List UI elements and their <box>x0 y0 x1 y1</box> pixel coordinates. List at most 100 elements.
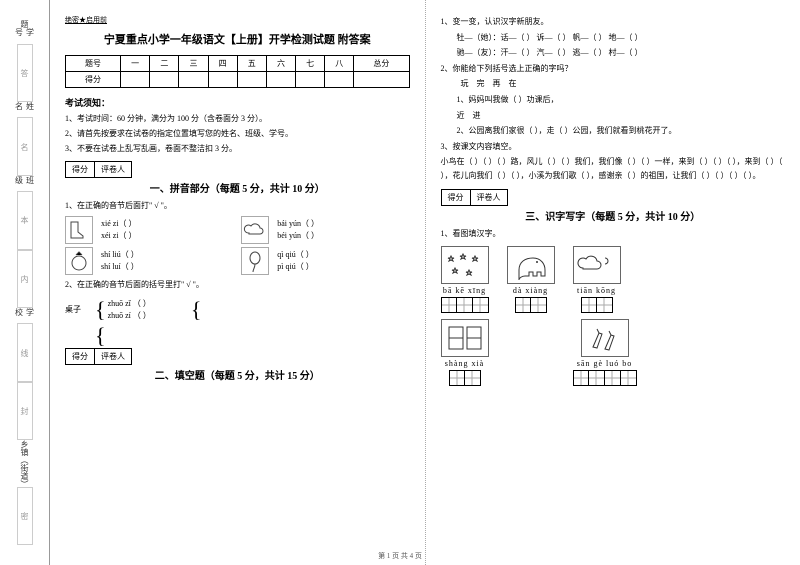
scorebox: 得分 评卷人 <box>441 189 786 206</box>
char-grid[interactable] <box>449 370 481 386</box>
margin-label: 班级 <box>14 176 36 192</box>
score-cell: 得分 <box>65 348 95 365</box>
th: 五 <box>237 56 266 72</box>
char-grid[interactable] <box>573 370 637 386</box>
pinyin-option: shí luí（ ） <box>101 261 233 273</box>
margin-box: 答 <box>17 44 33 102</box>
pinyin-option: shí liú（ ） <box>101 249 233 261</box>
margin-label: 学校 <box>14 308 36 324</box>
td[interactable] <box>179 72 208 88</box>
balloon-icon <box>241 247 269 275</box>
scorebox: 得分 评卷人 <box>65 161 410 178</box>
pinyin-option: xié zi（ ） <box>101 218 233 230</box>
carrot-icon <box>581 319 629 357</box>
margin-box: 线 <box>17 323 33 381</box>
brace-option: zhuō zǐ （ ） <box>108 298 151 310</box>
pinyin-option: qì qiú（ ） <box>277 249 409 261</box>
char-options: 玩 完 再 在 <box>441 77 786 91</box>
brace-icon: { <box>191 304 202 316</box>
margin-label: 姓名 <box>14 102 36 118</box>
page-footer: 第 1 页 共 4 页 <box>0 551 800 561</box>
margin-box: 密 <box>17 487 33 545</box>
score-cell: 得分 <box>441 189 471 206</box>
char-pinyin: bā kē xīng <box>443 286 486 295</box>
updown-icon <box>441 319 489 357</box>
table-row: 题号 一 二 三 四 五 六 七 八 总分 <box>66 56 410 72</box>
margin-box: 本 <box>17 191 33 249</box>
char-item: shàng xià <box>441 319 489 386</box>
char-pinyin: sān gè luó bo <box>577 359 632 368</box>
td[interactable] <box>325 72 354 88</box>
page-content: 绝密★启用前 宁夏重点小学一年级语文【上册】开学检测试题 附答案 题号 一 二 … <box>50 0 800 565</box>
section-title: 三、识字写字（每题 5 分，共计 10 分） <box>441 208 786 223</box>
score-table: 题号 一 二 三 四 五 六 七 八 总分 得分 <box>65 55 410 88</box>
margin-box: 名 <box>17 117 33 175</box>
notice-line: 2、请首先按要求在试卷的指定位置填写您的姓名、班级、学号。 <box>65 128 410 141</box>
question-line: 3、按课文内容填空。 <box>441 140 786 154</box>
pomegranate-icon <box>65 247 93 275</box>
scorebox: 得分 评卷人 <box>65 348 410 365</box>
fill-line: 牡—（她）：话—（ ） 诉—（ ） 帆—（ ） 地—（ ） <box>441 31 786 45</box>
th: 七 <box>296 56 325 72</box>
th: 八 <box>325 56 354 72</box>
char-item: tiān kōng <box>573 246 621 313</box>
table-row: 得分 <box>66 72 410 88</box>
brace-group: 桌子 { zhuō zǐ （ ） zhuō zí （ ） <box>65 298 151 322</box>
pinyin-row: xié zi（ ） xéi zi（ ） bái yún（ ） béi yún（ … <box>65 216 410 244</box>
td[interactable] <box>208 72 237 88</box>
td[interactable] <box>266 72 295 88</box>
td[interactable] <box>150 72 179 88</box>
char-pinyin: dà xiàng <box>513 286 548 295</box>
column-right: 1、变一变，认识汉字新朋友。 牡—（她）：话—（ ） 诉—（ ） 帆—（ ） 地… <box>426 0 800 565</box>
char-pinyin: tiān kōng <box>577 286 616 295</box>
td[interactable] <box>237 72 266 88</box>
stars-icon <box>441 246 489 284</box>
char-row: bā kē xīng dà xiàng tiān kōng <box>441 246 786 313</box>
char-grid[interactable] <box>515 297 547 313</box>
margin-label: 学号 <box>14 28 36 44</box>
section-title: 一、拼音部分（每题 5 分，共计 10 分） <box>65 180 410 195</box>
question-line: 1、看图填汉字。 <box>441 227 786 241</box>
notice-line: 1、考试时间：60 分钟，满分为 100 分（含卷面分 3 分）。 <box>65 113 410 126</box>
td[interactable] <box>354 72 409 88</box>
margin-label: 乡镇（街道） <box>19 440 30 487</box>
char-grid[interactable] <box>441 297 489 313</box>
pinyin-option: bái yún（ ） <box>277 218 409 230</box>
pinyin-option: béi yún（ ） <box>277 230 409 242</box>
char-pinyin: shàng xià <box>445 359 484 368</box>
char-row: shàng xià . sān gè luó bo <box>441 319 786 386</box>
td[interactable] <box>296 72 325 88</box>
brace-group: { <box>161 298 204 322</box>
char-item: sān gè luó bo <box>573 319 637 386</box>
sky-icon <box>573 246 621 284</box>
th: 二 <box>150 56 179 72</box>
score-cell: 评卷人 <box>471 189 508 206</box>
fill-line: 2、公园离我们家很（ ），走（ ）公园，我们就看到桃花开了。 <box>441 124 786 138</box>
paragraph: 小鸟在（ ）（ ）（ ）路，风儿（ ）（ ）我们，我们像（ ）（ ）一样，来到（… <box>441 155 786 182</box>
score-cell: 评卷人 <box>95 161 132 178</box>
th: 六 <box>266 56 295 72</box>
th: 题号 <box>66 56 121 72</box>
page-title: 宁夏重点小学一年级语文【上册】开学检测试题 附答案 <box>65 31 410 47</box>
question-line: 2、在正确的音节后面的括号里打" √ "。 <box>65 278 410 292</box>
th: 总分 <box>354 56 409 72</box>
char-item: bā kē xīng <box>441 246 489 313</box>
secret-label: 绝密★启用前 <box>65 15 410 25</box>
brace-icon: { <box>95 304 106 316</box>
brace-group: { <box>65 330 410 342</box>
section-title: 二、填空题（每题 5 分，共计 15 分） <box>65 367 410 382</box>
td: 得分 <box>66 72 121 88</box>
notice-line: 3、不要在试卷上乱写乱画，卷面不整洁扣 3 分。 <box>65 143 410 156</box>
notice-heading: 考试须知： <box>65 96 410 109</box>
char-grid[interactable] <box>581 297 613 313</box>
pinyin-row: shí liú（ ） shí luí（ ） qì qiú（ ） pì qiú（ … <box>65 247 410 275</box>
brace-option: zhuō zí （ ） <box>108 310 151 322</box>
score-cell: 得分 <box>65 161 95 178</box>
char-item: dà xiàng <box>507 246 555 313</box>
fill-line: 驰—（友）：汗—（ ） 汽—（ ） 逃—（ ） 村—（ ） <box>441 46 786 60</box>
question-line: 1、在正确的音节后面打" √ "。 <box>65 199 410 213</box>
td[interactable] <box>121 72 150 88</box>
margin-label: 题 <box>19 20 30 28</box>
fill-line: 1、妈妈叫我做（ ）功课后， <box>441 93 786 107</box>
pinyin-option: xéi zi（ ） <box>101 230 233 242</box>
